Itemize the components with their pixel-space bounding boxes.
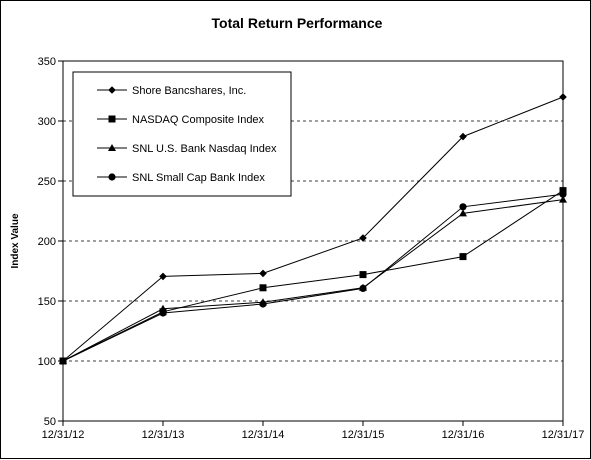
series-3 [59,190,567,365]
series-line-0 [62,96,564,362]
series-2 [59,195,567,364]
y-tick-label-150: 150 [38,296,56,308]
legend-label-3: SNL Small Cap Bank Index [132,172,265,184]
y-tick-label-100: 100 [38,356,56,368]
y-axis-label: Index Value [10,213,21,268]
data-point-0-2 [259,269,267,278]
data-point-3-1 [159,309,167,317]
data-point-0-5 [559,93,567,101]
data-point-0-3 [359,234,367,242]
legend-marker-1 [108,115,116,123]
y-tick-label-350: 350 [38,56,56,68]
axes: 50 100 150 200 250 300 350 12/31/12 12/31/13 12/3… [38,56,585,441]
data-point-2-4 [459,209,467,217]
x-tick-label-5: 12/31/17 [542,429,585,441]
plot-area-border [62,60,564,422]
series-line-3 [62,193,564,362]
series-1 [59,187,567,365]
data-point-3-0 [59,357,67,365]
legend: Shore Bancshares, Inc. NASDAQ Composite I… [72,71,292,197]
legend-label-0: Shore Bancshares, Inc. [132,85,246,97]
y-tick-label-300: 300 [38,116,56,128]
data-point-3-5 [559,190,567,198]
data-point-1-4 [459,253,467,261]
legend-marker-0 [108,86,116,94]
data-point-2-5 [559,195,567,203]
data-point-1-3 [359,271,367,279]
x-tick-label-4: 12/31/16 [442,429,485,441]
data-point-0-1 [159,272,167,281]
legend-marker-2 [108,144,116,151]
chart-title: Total Return Performance [212,15,383,31]
legend-label-1: NASDAQ Composite Index [132,114,265,126]
x-tick-label-0: 12/31/12 [42,429,85,441]
y-tick-label-200: 200 [38,236,56,248]
series-group [59,93,567,365]
grid-lines [63,120,563,362]
x-tick-label-2: 12/31/14 [242,429,285,441]
data-point-3-2 [259,300,267,308]
data-point-1-2 [259,284,267,292]
legend-marker-3 [108,173,116,181]
x-tick-label-3: 12/31/15 [342,429,385,441]
x-tick-label-1: 12/31/13 [142,429,185,441]
series-line-2 [62,199,564,362]
data-point-0-4 [459,132,467,141]
y-tick-label-250: 250 [38,176,56,188]
data-point-3-4 [459,203,467,211]
legend-label-2: SNL U.S. Bank Nasdaq Index [132,143,277,155]
series-line-1 [62,190,564,362]
data-point-3-3 [359,284,367,292]
y-tick-label-50: 50 [44,416,56,428]
